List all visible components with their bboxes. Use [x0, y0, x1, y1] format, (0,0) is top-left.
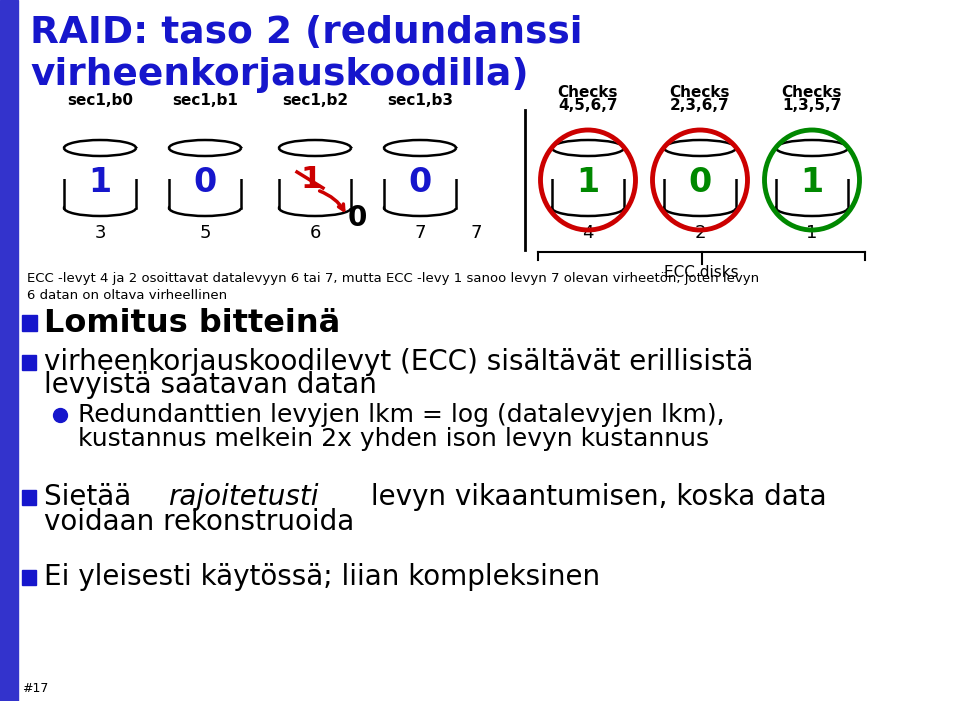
Bar	[22, 570, 36, 585]
Text: kustannus melkein 2x yhden ison levyn kustannus: kustannus melkein 2x yhden ison levyn ku…	[78, 427, 709, 451]
Ellipse shape	[384, 200, 456, 216]
Bar	[550, 148, 626, 179]
Ellipse shape	[664, 140, 736, 156]
Text: virheenkorjauskoodilla): virheenkorjauskoodilla)	[30, 57, 529, 93]
Text: ECC -levyt 4 ja 2 osoittavat datalevyyn 6 tai 7, mutta ECC -levy 1 sanoo levyn 7: ECC -levyt 4 ja 2 osoittavat datalevyyn …	[27, 272, 759, 302]
Bar	[384, 148, 456, 208]
Ellipse shape	[552, 200, 624, 216]
Text: 7: 7	[415, 224, 425, 242]
Text: Redundanttien levyjen lkm = log (datalevyjen lkm),: Redundanttien levyjen lkm = log (datalev…	[78, 403, 725, 427]
Ellipse shape	[169, 140, 241, 156]
Text: levyistä saatavan datan: levyistä saatavan datan	[44, 371, 377, 399]
Ellipse shape	[664, 200, 736, 216]
Text: sec1,b0: sec1,b0	[67, 93, 133, 108]
Text: Checks: Checks	[558, 85, 618, 100]
Text: 7: 7	[470, 224, 482, 242]
Bar	[22, 315, 37, 331]
Text: 2: 2	[694, 224, 706, 242]
Ellipse shape	[776, 140, 848, 156]
Text: 4: 4	[583, 224, 593, 242]
Text: virheenkorjauskoodilevyt (ECC) sisältävät erillisistä: virheenkorjauskoodilevyt (ECC) sisältävä…	[44, 348, 754, 376]
Bar	[0, 0, 18, 701]
Bar	[62, 148, 138, 179]
Text: 0: 0	[408, 167, 432, 200]
Bar	[774, 148, 850, 179]
Text: 0: 0	[348, 204, 367, 232]
Text: 3: 3	[94, 224, 106, 242]
Text: RAID: taso 2 (redundanssi: RAID: taso 2 (redundanssi	[30, 15, 583, 51]
Bar	[664, 148, 736, 208]
Bar	[279, 148, 351, 208]
Text: ECC disks: ECC disks	[664, 265, 739, 280]
Text: Checks: Checks	[670, 85, 731, 100]
Text: rajoitetusti: rajoitetusti	[168, 483, 319, 511]
Ellipse shape	[384, 140, 456, 156]
Text: #17: #17	[22, 682, 48, 695]
Bar	[776, 148, 848, 208]
Text: 1: 1	[300, 165, 322, 194]
Text: 1: 1	[576, 167, 600, 200]
Text: sec1,b2: sec1,b2	[282, 93, 348, 108]
Text: 0: 0	[193, 167, 217, 200]
Ellipse shape	[64, 200, 136, 216]
Text: 1: 1	[88, 167, 111, 200]
Text: Checks: Checks	[781, 85, 842, 100]
Text: voidaan rekonstruoida: voidaan rekonstruoida	[44, 508, 354, 536]
Bar	[22, 490, 36, 505]
Text: 5: 5	[200, 224, 211, 242]
Text: sec1,b3: sec1,b3	[387, 93, 453, 108]
Text: Ei yleisesti käytössä; liian kompleksinen: Ei yleisesti käytössä; liian kompleksine…	[44, 563, 600, 591]
Text: 1,3,5,7: 1,3,5,7	[782, 98, 842, 113]
Ellipse shape	[64, 140, 136, 156]
Text: levyn vikaantumisen, koska data: levyn vikaantumisen, koska data	[362, 483, 827, 511]
Ellipse shape	[552, 140, 624, 156]
Text: Lomitus bitteinä: Lomitus bitteinä	[44, 308, 340, 339]
Text: 0: 0	[688, 167, 711, 200]
Ellipse shape	[776, 200, 848, 216]
Text: 6: 6	[309, 224, 321, 242]
Ellipse shape	[169, 200, 241, 216]
Bar	[382, 148, 458, 179]
Bar	[167, 148, 243, 179]
Bar	[169, 148, 241, 208]
Text: 2,3,6,7: 2,3,6,7	[670, 98, 730, 113]
Bar	[552, 148, 624, 208]
Text: 4,5,6,7: 4,5,6,7	[559, 98, 617, 113]
Bar	[662, 148, 738, 179]
Bar	[277, 148, 353, 179]
Text: 1: 1	[801, 167, 824, 200]
Ellipse shape	[279, 200, 351, 216]
Text: 1: 1	[806, 224, 818, 242]
Ellipse shape	[279, 140, 351, 156]
Bar	[64, 148, 136, 208]
Bar	[22, 355, 36, 370]
Text: sec1,b1: sec1,b1	[172, 93, 238, 108]
Text: Sietää: Sietää	[44, 483, 140, 511]
